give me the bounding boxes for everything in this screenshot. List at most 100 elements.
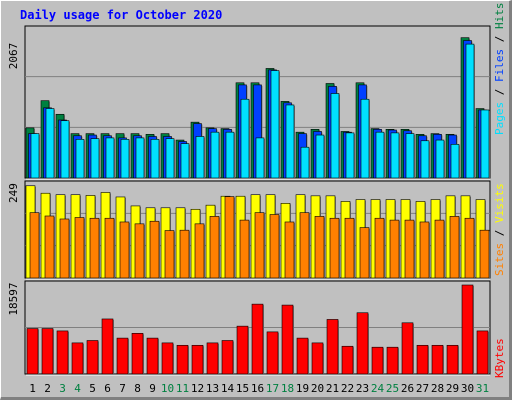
pages-bar: [375, 131, 385, 179]
sites-bar: [134, 223, 145, 279]
sites-bar: [284, 221, 295, 279]
x-tick-label: 11: [176, 382, 189, 395]
sites-bar: [149, 220, 160, 279]
kbytes-bar: [296, 337, 309, 375]
x-tick-label: 6: [104, 382, 111, 395]
chart-marks: [25, 37, 490, 375]
pages-bar: [60, 120, 70, 179]
kbytes-bar: [56, 330, 69, 375]
x-tick-label: 27: [416, 382, 429, 395]
sites-bar: [449, 216, 460, 279]
sites-bar: [194, 223, 205, 279]
kbytes-bar: [416, 344, 429, 375]
sites-bar: [89, 217, 100, 279]
sites-bar: [209, 216, 220, 279]
pages-label: Pages: [493, 102, 506, 135]
x-tick-label: 8: [134, 382, 141, 395]
pages-bar: [435, 139, 445, 179]
pages-bar: [405, 133, 415, 179]
kbytes-bar: [251, 303, 264, 375]
pages-bar: [360, 98, 370, 179]
kbytes-bar: [191, 344, 204, 375]
x-axis-day-labels: 1 2 3 4 5 6 7 8 9 10 11 12 13 14 15 16 17 18 19 20 21 22 23 24 2…: [29, 382, 489, 395]
pages-bar: [180, 143, 190, 179]
sites-bar: [344, 217, 355, 279]
sites-bar: [224, 196, 235, 279]
x-tick-label: 4: [74, 382, 81, 395]
sites-bar: [434, 219, 445, 279]
pages-bar: [480, 109, 490, 179]
pages-bar: [165, 138, 175, 179]
pages-bar: [240, 98, 250, 179]
kbytes-bar: [71, 342, 84, 375]
sites-bar: [464, 217, 475, 279]
sites-bar: [419, 221, 430, 279]
chart-title: Daily usage for October 2020: [20, 8, 222, 22]
x-tick-label: 9: [149, 382, 156, 395]
kbytes-ymax-label: 18597: [7, 282, 20, 315]
sites-bar: [374, 217, 385, 279]
pages-bar: [45, 108, 55, 179]
kbytes-bar: [461, 284, 474, 375]
visits-label: Visits: [493, 183, 506, 223]
x-tick-label: 28: [431, 382, 444, 395]
x-tick-label: 22: [341, 382, 354, 395]
files-label: Files: [493, 49, 506, 82]
pages-bar: [75, 139, 85, 179]
visits-ymax-label: 249: [7, 183, 20, 203]
x-tick-label: 18: [281, 382, 294, 395]
x-tick-label: 2: [44, 382, 51, 395]
kbytes-bar: [356, 312, 369, 375]
pages-bar: [315, 134, 325, 179]
sites-bar: [359, 227, 370, 279]
sites-bar: [404, 219, 415, 279]
kbytes-bar: [401, 322, 414, 375]
kbytes-bar: [266, 331, 279, 375]
sites-bar: [254, 212, 265, 279]
x-tick-label: 16: [251, 382, 264, 395]
label-separator: /: [493, 29, 506, 49]
sites-bar: [74, 217, 85, 279]
label-separator: /: [493, 82, 506, 102]
x-tick-label: 31: [476, 382, 489, 395]
x-tick-label: 14: [221, 382, 235, 395]
pages-bar: [390, 132, 400, 179]
sites-bar: [119, 221, 130, 279]
pages-bar: [105, 137, 115, 179]
x-tick-label: 21: [326, 382, 339, 395]
hits-ymax-label: 2067: [7, 43, 20, 70]
kbytes-axis-label: KBytes: [493, 338, 506, 378]
kbytes-bar: [386, 346, 399, 375]
x-tick-label: 20: [311, 382, 324, 395]
kbytes-bar: [236, 325, 249, 375]
pages-bar: [225, 131, 235, 179]
pages-bar: [210, 131, 220, 179]
x-tick-label: 26: [401, 382, 414, 395]
pages-bar: [90, 138, 100, 179]
kbytes-bar: [431, 344, 444, 375]
visits-sites-axis-label: Sites / Visits: [493, 183, 506, 276]
pages-bar: [120, 139, 130, 179]
sites-label: Sites: [493, 243, 506, 276]
x-tick-label: 3: [59, 382, 66, 395]
kbytes-bar: [146, 337, 159, 375]
sites-bar: [389, 219, 400, 279]
sites-bar: [104, 217, 115, 279]
x-tick-label: 25: [386, 382, 399, 395]
pages-bar: [345, 132, 355, 179]
pages-bar: [465, 43, 475, 179]
x-tick-label: 15: [236, 382, 249, 395]
x-tick-label: 7: [119, 382, 126, 395]
x-tick-label: 30: [461, 382, 474, 395]
kbytes-bar: [86, 340, 99, 375]
pages-bar: [270, 70, 280, 179]
kbytes-bar: [131, 333, 144, 375]
sites-bar: [299, 212, 310, 279]
kbytes-bar: [326, 319, 339, 375]
x-tick-label: 1: [29, 382, 36, 395]
hits-label: Hits: [493, 3, 506, 30]
sites-bar: [329, 217, 340, 279]
sites-bar: [59, 218, 70, 279]
x-tick-label: 19: [296, 382, 309, 395]
kbytes-bar: [161, 342, 174, 375]
